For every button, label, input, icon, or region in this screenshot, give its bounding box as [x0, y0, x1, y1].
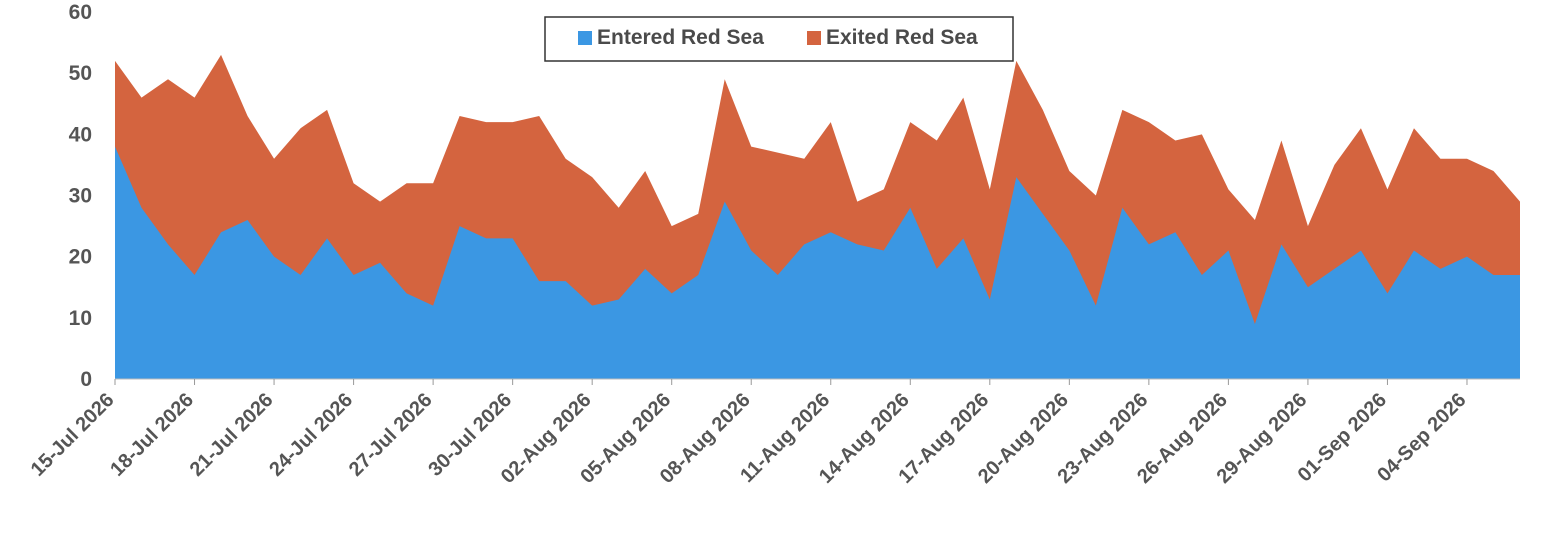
- legend: Entered Red Sea Exited Red Sea: [544, 16, 1014, 62]
- y-tick-label: 50: [69, 62, 92, 85]
- x-tick-label: 18-Jul 2026: [106, 389, 198, 481]
- y-tick-label: 10: [69, 307, 92, 330]
- legend-label-entered: Entered Red Sea: [597, 26, 764, 49]
- legend-swatch-entered: [578, 31, 592, 45]
- x-tick-label: 21-Jul 2026: [186, 389, 278, 481]
- y-tick-label: 30: [69, 185, 92, 208]
- area-entered-red-sea: [115, 146, 1520, 379]
- y-axis: 0 10 20 30 40 50 60: [69, 1, 92, 391]
- x-tick-label: 27-Jul 2026: [345, 389, 437, 481]
- x-tick-label: 24-Jul 2026: [265, 389, 357, 481]
- area-layer: [115, 54, 1520, 379]
- legend-box: [544, 16, 1014, 62]
- legend-swatch-exited: [807, 31, 821, 45]
- legend-label-exited: Exited Red Sea: [826, 26, 978, 49]
- y-tick-label: 40: [69, 123, 92, 146]
- y-tick-label: 20: [69, 246, 92, 269]
- x-tick-label: 15-Jul 2026: [27, 389, 119, 481]
- y-tick-label: 60: [69, 1, 92, 24]
- y-tick-label: 0: [80, 368, 92, 391]
